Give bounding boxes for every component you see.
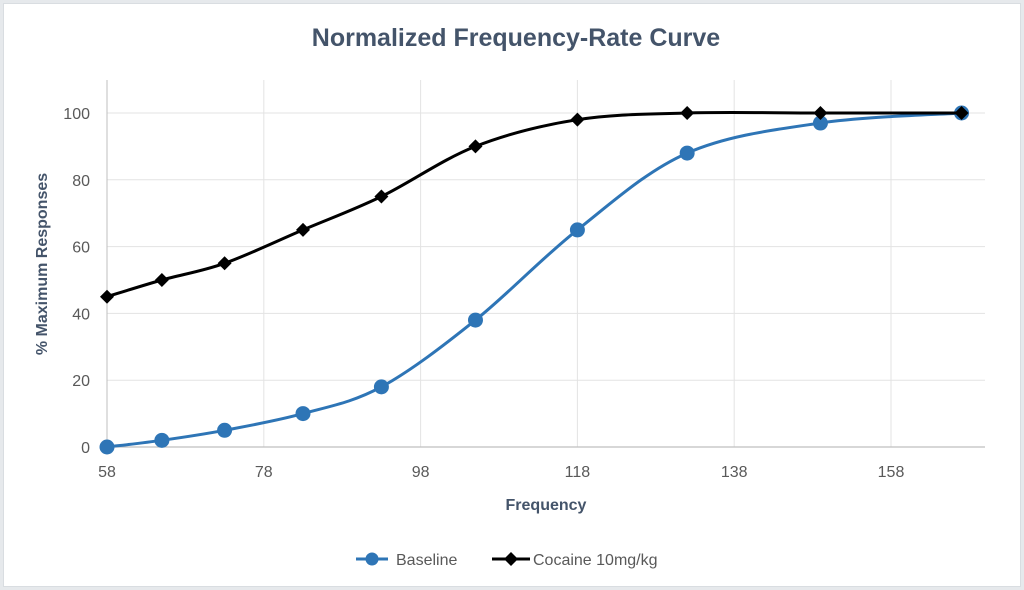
y-tick-label: 40 — [72, 306, 90, 323]
legend-label-baseline: Baseline — [396, 552, 457, 569]
x-axis-title: Frequency — [506, 497, 587, 514]
x-tick-label: 118 — [565, 464, 591, 481]
data-point[interactable] — [99, 439, 115, 455]
series-layer — [99, 105, 970, 455]
y-tick-label: 80 — [72, 173, 90, 190]
data-point[interactable] — [100, 289, 114, 304]
data-point[interactable] — [569, 222, 585, 238]
data-point[interactable] — [570, 112, 585, 127]
legend-item-cocaine[interactable]: Cocaine 10mg/kg — [492, 552, 658, 569]
data-point[interactable] — [679, 145, 695, 161]
series-baseline — [99, 105, 970, 455]
legend-label-cocaine: Cocaine 10mg/kg — [533, 552, 658, 569]
axes — [106, 80, 985, 448]
data-point[interactable] — [154, 432, 170, 448]
data-point[interactable] — [296, 222, 310, 237]
data-point[interactable] — [468, 139, 483, 154]
y-tick-label: 20 — [72, 373, 90, 390]
data-point[interactable] — [217, 422, 233, 438]
legend-item-baseline[interactable]: Baseline — [356, 552, 457, 569]
data-point[interactable] — [680, 106, 695, 120]
x-tick-labels: 58 78 98 118 138 158 — [98, 464, 904, 481]
y-tick-labels: 0 20 40 60 80 100 — [63, 106, 90, 457]
y-tick-label: 100 — [63, 106, 90, 123]
series-line — [106, 111, 962, 449]
legend: Baseline Cocaine 10mg/kg — [356, 552, 658, 569]
chart-title: Normalized Frequency-Rate Curve — [312, 24, 721, 52]
gridlines — [107, 80, 985, 447]
data-point[interactable] — [813, 106, 828, 120]
x-tick-label: 58 — [98, 464, 116, 481]
y-tick-label: 0 — [81, 440, 90, 457]
data-point[interactable] — [812, 115, 828, 131]
data-point[interactable] — [374, 189, 389, 204]
x-tick-label: 78 — [255, 464, 273, 481]
legend-marker-cocaine — [504, 552, 518, 566]
data-point[interactable] — [217, 256, 232, 271]
x-tick-label: 98 — [412, 464, 430, 481]
x-tick-label: 158 — [878, 464, 905, 481]
series-cocaine — [100, 106, 969, 304]
data-point[interactable] — [295, 406, 311, 422]
data-point[interactable] — [467, 312, 483, 328]
x-tick-label: 138 — [721, 464, 748, 481]
y-axis-title: % Maximum Responses — [34, 173, 51, 355]
series-line — [106, 111, 962, 299]
y-tick-label: 60 — [72, 240, 90, 257]
legend-marker-baseline — [365, 552, 379, 566]
data-point[interactable] — [954, 106, 969, 120]
data-point[interactable] — [154, 273, 169, 287]
chart-frame — [3, 3, 1021, 587]
data-point[interactable] — [373, 379, 389, 395]
